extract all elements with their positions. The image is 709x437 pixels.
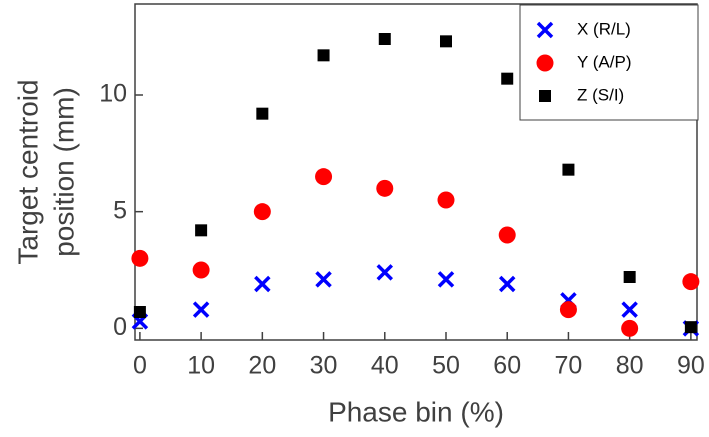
legend-label: Z (S/I) (577, 85, 624, 104)
data-point (621, 301, 638, 318)
data-point (623, 271, 636, 283)
data-point (498, 226, 516, 244)
data-point (437, 191, 455, 209)
data-point (437, 271, 455, 288)
x-tick-label: 20 (248, 352, 276, 380)
x-tick-label: 10 (187, 352, 215, 380)
legend-label: X (R/L) (577, 19, 631, 38)
legend-marker (539, 90, 551, 102)
data-point (621, 319, 639, 337)
x-tick-label: 0 (133, 352, 147, 380)
data-point (562, 163, 575, 176)
legend-marker (536, 21, 554, 39)
x-tick-label: 50 (432, 352, 460, 380)
data-point (498, 275, 516, 293)
data-point (192, 261, 210, 279)
y-axis-label: Target centroid (12, 79, 43, 264)
y-tick-label: 5 (113, 196, 127, 224)
data-point (376, 179, 394, 197)
data-point (254, 275, 271, 293)
data-point (195, 224, 208, 237)
data-point (682, 273, 700, 291)
x-tick-label: 90 (677, 352, 705, 380)
x-tick-label: 40 (371, 352, 399, 380)
plot-frame (134, 3, 698, 341)
x-tick-label: 80 (616, 352, 644, 380)
data-point (256, 107, 269, 120)
data-point (315, 168, 333, 186)
y-tick-label: 10 (99, 80, 127, 108)
legend-marker (536, 54, 554, 72)
legend-label: Y (A/P) (577, 52, 631, 71)
data-point (315, 271, 332, 288)
data-point (559, 301, 577, 319)
x-tick-label: 60 (493, 352, 521, 380)
y-axis-label: position (mm) (48, 87, 79, 257)
data-point (501, 72, 514, 85)
data-point (376, 264, 394, 281)
x-tick-label: 30 (310, 352, 338, 380)
data-point (378, 33, 391, 45)
data-point (133, 306, 146, 318)
x-tick-label: 70 (555, 352, 583, 380)
data-point (192, 301, 210, 318)
x-axis-label: Phase bin (%) (328, 396, 504, 427)
y-tick-label: 0 (113, 313, 127, 341)
data-point (684, 321, 697, 334)
data-point (253, 203, 271, 221)
data-point (317, 49, 330, 62)
data-point (439, 35, 452, 48)
data-point (131, 249, 149, 267)
